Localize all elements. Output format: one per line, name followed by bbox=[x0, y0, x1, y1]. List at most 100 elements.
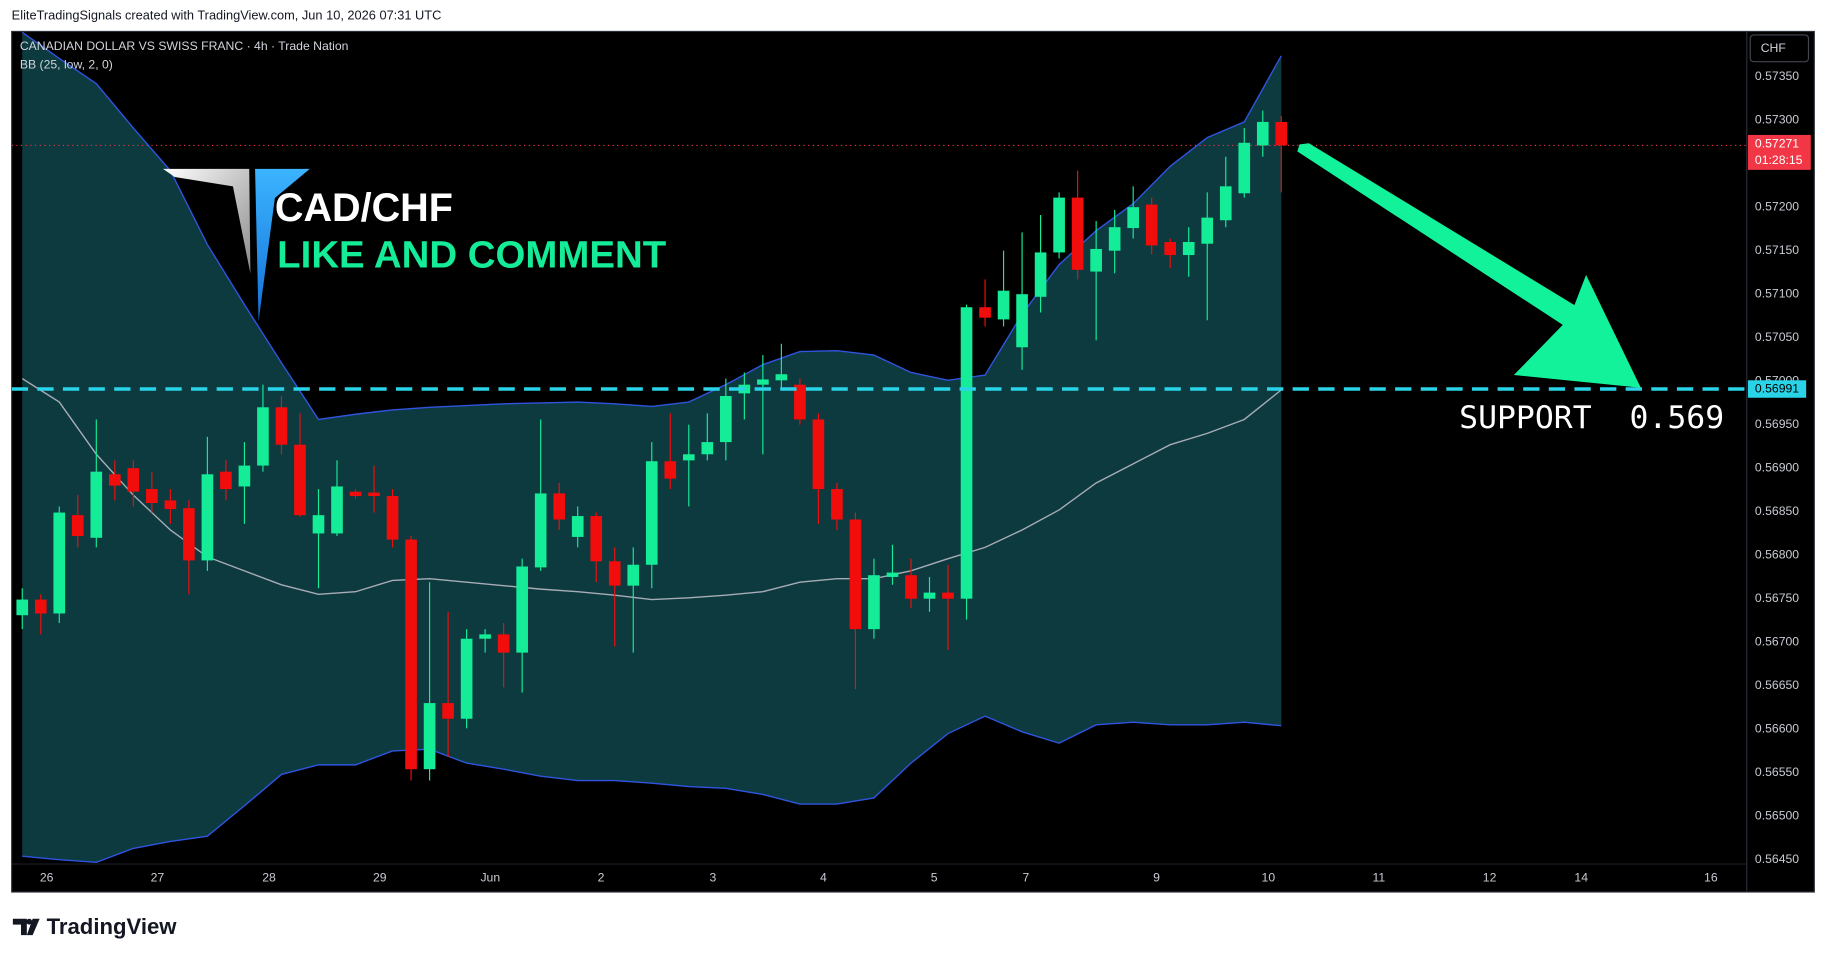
indicator-label: BB (25, low, 2, 0) bbox=[20, 57, 113, 71]
candle-body bbox=[146, 489, 158, 503]
candle-body bbox=[886, 572, 899, 577]
x-tick-label: 27 bbox=[151, 870, 165, 884]
candle-body bbox=[757, 379, 769, 385]
upper-band bbox=[21, 31, 1282, 421]
candle-body bbox=[553, 493, 566, 520]
candle-body bbox=[868, 575, 880, 630]
candle-body bbox=[423, 703, 436, 770]
support-tag-label: 0.56991 bbox=[1755, 381, 1799, 395]
candle-body bbox=[608, 561, 621, 586]
candle-body bbox=[479, 634, 491, 639]
candle-body bbox=[812, 419, 825, 490]
candle-body bbox=[386, 496, 399, 540]
axes: 0.573500.573000.572500.572000.571500.571… bbox=[40, 69, 1811, 884]
candle-body bbox=[257, 407, 269, 466]
last-price-tag bbox=[1747, 134, 1811, 170]
candle-body bbox=[571, 516, 584, 537]
y-tick-label: 0.56700 bbox=[1755, 634, 1799, 648]
candle-body bbox=[34, 599, 47, 614]
candle-body bbox=[1090, 248, 1102, 272]
candle-body bbox=[997, 290, 1010, 320]
header: EliteTradingSignals created with Trading… bbox=[12, 8, 442, 23]
candle-body bbox=[794, 384, 806, 420]
candle-body bbox=[905, 575, 917, 599]
candle-body bbox=[516, 566, 528, 653]
y-tick-label: 0.56650 bbox=[1755, 678, 1799, 692]
x-tick-label: 3 bbox=[709, 870, 716, 884]
x-tick-label: 4 bbox=[820, 870, 827, 884]
candle-body bbox=[275, 407, 288, 445]
y-tick-label: 0.56950 bbox=[1755, 417, 1799, 431]
candle-body bbox=[720, 395, 732, 443]
candle-body bbox=[979, 307, 991, 318]
candle-body bbox=[960, 307, 973, 599]
candle-body bbox=[183, 508, 195, 561]
call-to-action: LIKE AND COMMENT bbox=[277, 234, 667, 277]
candle-body bbox=[164, 500, 177, 510]
x-tick-label: 10 bbox=[1262, 870, 1276, 884]
candle-body bbox=[1201, 217, 1214, 244]
candle-body bbox=[1182, 241, 1195, 256]
candle-body bbox=[849, 519, 862, 630]
x-tick-label: 7 bbox=[1023, 870, 1030, 884]
y-tick-label: 0.57100 bbox=[1755, 286, 1799, 300]
candle-body bbox=[1145, 204, 1158, 246]
y-tick-label: 0.56850 bbox=[1755, 504, 1799, 518]
candle-body bbox=[90, 471, 103, 538]
candle-body bbox=[312, 515, 325, 534]
currency-label[interactable]: CHF bbox=[1761, 41, 1786, 55]
candle-body bbox=[1053, 197, 1065, 253]
candle-body bbox=[405, 539, 417, 770]
pair-label: CAD/CHF bbox=[275, 186, 453, 230]
candle-body bbox=[238, 465, 251, 487]
candle-body bbox=[331, 486, 343, 534]
y-tick-label: 0.56800 bbox=[1755, 547, 1799, 561]
candle-body bbox=[1256, 121, 1269, 146]
currency-box[interactable] bbox=[1749, 34, 1810, 63]
candle-body bbox=[108, 474, 121, 486]
candle-body bbox=[831, 489, 843, 520]
countdown: 01:28:15 bbox=[1755, 153, 1803, 167]
y-tick-label: 0.57200 bbox=[1755, 199, 1799, 213]
candle-body bbox=[664, 461, 677, 479]
brand-icon bbox=[12, 918, 40, 936]
y-tick-label: 0.57050 bbox=[1755, 330, 1799, 344]
y-tick-label: 0.56550 bbox=[1755, 765, 1799, 779]
candle-body bbox=[682, 454, 695, 461]
x-tick-label: 11 bbox=[1373, 870, 1386, 884]
y-tick-label: 0.57300 bbox=[1755, 112, 1799, 126]
plot bbox=[11, 31, 1747, 864]
candle-body bbox=[1164, 241, 1177, 256]
candle-body bbox=[1108, 227, 1121, 251]
candle-body bbox=[442, 703, 454, 719]
symbol-title: CANADIAN DOLLAR VS SWISS FRANC · 4h · Tr… bbox=[20, 39, 349, 53]
candle-body bbox=[220, 471, 232, 490]
x-tick-label: 26 bbox=[40, 870, 54, 884]
candle-body bbox=[534, 493, 547, 568]
y-tick-label: 0.56900 bbox=[1755, 460, 1799, 474]
support-annotation: SUPPORT 0.569 bbox=[1459, 400, 1724, 436]
candle-body bbox=[923, 592, 936, 599]
candle-body bbox=[127, 468, 140, 492]
candle-body bbox=[1275, 121, 1288, 146]
candle-body bbox=[1127, 207, 1139, 229]
candle-body bbox=[627, 564, 640, 586]
candle-body bbox=[701, 442, 714, 455]
branding: TradingView bbox=[12, 914, 177, 939]
x-tick-label: 12 bbox=[1483, 870, 1497, 884]
candle-body bbox=[53, 512, 66, 614]
arrow bbox=[1297, 143, 1641, 388]
candle-body bbox=[294, 444, 306, 516]
candle-body bbox=[349, 491, 362, 497]
basis-line bbox=[21, 377, 1282, 601]
candle-body bbox=[460, 638, 473, 719]
candle-body bbox=[1071, 197, 1084, 270]
y-tick-label: 0.56450 bbox=[1755, 852, 1799, 866]
lower-band bbox=[22, 715, 1282, 864]
candle-body bbox=[1016, 294, 1028, 348]
y-tick-label: 0.56750 bbox=[1755, 591, 1799, 605]
support-tag bbox=[1747, 380, 1807, 398]
x-tick-label: 9 bbox=[1153, 870, 1160, 884]
